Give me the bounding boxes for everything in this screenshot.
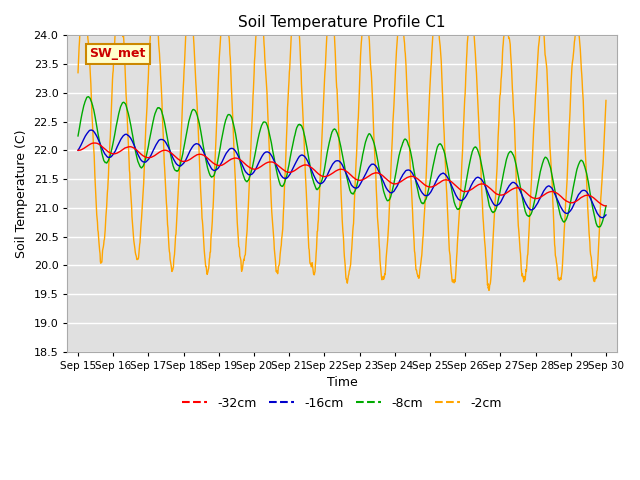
Legend: -32cm, -16cm, -8cm, -2cm: -32cm, -16cm, -8cm, -2cm [177,392,507,415]
Title: Soil Temperature Profile C1: Soil Temperature Profile C1 [238,15,445,30]
Text: SW_met: SW_met [90,48,146,60]
X-axis label: Time: Time [326,376,357,389]
Y-axis label: Soil Temperature (C): Soil Temperature (C) [15,129,28,258]
